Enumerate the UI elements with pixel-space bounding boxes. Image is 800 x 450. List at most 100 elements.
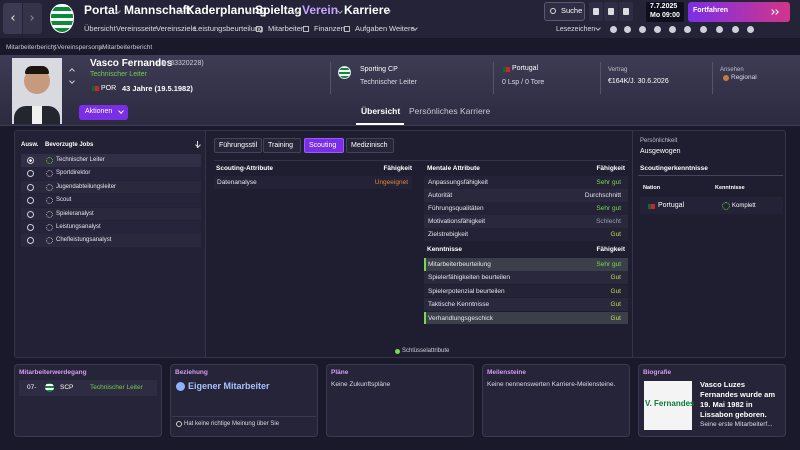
staff-name: Vasco Fernandes — [90, 58, 173, 69]
job-row[interactable] — [21, 234, 201, 247]
bio-text: Vasco Luzes Fernandes wurde am 19. Mai 1… — [700, 380, 776, 419]
attribute-row — [424, 298, 628, 311]
contract: €164K/J. 30.6.2026 — [608, 78, 669, 85]
card — [326, 364, 474, 437]
job-name[interactable]: Spieleranalyst — [56, 210, 94, 217]
subnav-item[interactable]: Leistungsbeurteilung — [194, 24, 264, 33]
job-row[interactable] — [21, 154, 201, 167]
attribute-tab[interactable] — [346, 138, 394, 153]
toolbar-icon — [608, 8, 614, 15]
profile-tab[interactable]: Karriere — [460, 106, 491, 116]
flag-icon — [92, 86, 99, 91]
attribute-rating: Sehr gut — [596, 261, 621, 268]
attribute-rating: Gut — [610, 287, 621, 295]
attribute-row — [424, 228, 628, 241]
attribute-rating: Gut — [610, 274, 621, 282]
nav-item[interactable]: Karriere — [344, 3, 391, 17]
legend-label: Schlüsselattribute — [402, 348, 450, 354]
flag-icon — [648, 204, 655, 209]
job-name[interactable]: Jugendabteilungsleiter — [56, 183, 117, 190]
card-title: Mitarbeiterwerdegang — [19, 369, 87, 376]
subnav-item[interactable]: Vereinsseite — [116, 24, 157, 33]
job-name[interactable]: Technischer Leiter — [56, 157, 105, 163]
breadcrumb-item[interactable]: Vereinspersonal — [57, 44, 104, 51]
card-title: Biografie — [643, 369, 672, 376]
card — [482, 364, 630, 437]
search-button[interactable] — [544, 2, 585, 21]
subnav-item[interactable]: Aufgaben — [355, 24, 388, 33]
reputation-icon — [723, 75, 729, 81]
attribute-tab[interactable] — [263, 138, 301, 153]
job-row[interactable] — [21, 194, 201, 207]
nav-item[interactable]: Spieltag — [255, 3, 302, 17]
profile-tab[interactable]: Übersicht — [361, 106, 401, 116]
continue-button[interactable] — [688, 2, 790, 22]
subnav-item[interactable]: Mitarbeiter — [268, 24, 304, 33]
table-header: Fähigkeit — [383, 165, 412, 172]
card-title: Meilensteine — [487, 369, 527, 376]
job-icon — [46, 157, 53, 164]
bookmarks[interactable]: Lesezeichen — [556, 26, 596, 33]
personality-label: Persönlichkeit — [640, 138, 678, 144]
subnav-item[interactable]: Weitere — [389, 24, 415, 33]
breadcrumb-item[interactable]: Mitarbeiterbericht — [6, 44, 57, 51]
reputation: Regional — [731, 74, 757, 81]
actions-label[interactable]: Aktionen — [85, 108, 113, 115]
attribute-tab-label[interactable]: Führungsstil — [219, 142, 258, 149]
separator — [330, 62, 331, 94]
subnav-item[interactable]: Übersicht — [84, 24, 116, 33]
nav-item[interactable]: Mannschaft — [124, 3, 191, 17]
job-name[interactable]: Scout — [56, 197, 72, 204]
nav-item[interactable]: Verein — [302, 3, 339, 17]
attribute-name: Taktische Kenntnisse — [428, 301, 490, 309]
profile-header — [0, 55, 800, 126]
subnav-item[interactable]: Vereinsziele — [156, 24, 197, 33]
job-name[interactable]: Sportdirektor — [56, 170, 91, 177]
attribute-tab-label[interactable]: Medizinisch — [351, 142, 388, 149]
continue-label[interactable]: Fortfahren — [693, 7, 728, 14]
job-row[interactable] — [21, 167, 201, 180]
tab-underline — [356, 123, 404, 125]
job-radio — [27, 183, 34, 191]
attribute-rating: Schlecht — [596, 218, 621, 225]
photo-shirt — [32, 106, 42, 124]
card-title: Beziehung — [175, 369, 208, 376]
job-row[interactable] — [21, 180, 201, 194]
forward-button[interactable] — [23, 3, 42, 34]
attribute-row — [424, 311, 628, 325]
job-icon — [46, 197, 53, 205]
shortcut-icon — [732, 26, 739, 33]
attribute-tab-label[interactable]: Scouting — [309, 142, 337, 149]
weekday: Mo — [650, 12, 661, 19]
job-row[interactable] — [21, 221, 201, 234]
attribute-tab-label[interactable]: Training — [268, 142, 294, 149]
info-panel — [632, 131, 785, 357]
job-name[interactable]: Leistungsanalyst — [56, 224, 101, 230]
external-link-icon — [256, 26, 262, 32]
career-row — [19, 380, 157, 396]
attribute-tab[interactable] — [214, 138, 262, 153]
job-row[interactable] — [21, 207, 201, 221]
nav-item[interactable]: Portal — [84, 3, 119, 17]
profile-tab[interactable]: Persönliches — [409, 106, 458, 116]
date-box — [646, 2, 684, 22]
job-radio — [27, 197, 34, 205]
attribute-tab[interactable] — [304, 138, 344, 153]
nav-item[interactable]: Kaderplanung — [186, 3, 267, 17]
job-name[interactable]: Chefleistungsanalyst — [56, 237, 112, 244]
knowledge-header: Kenntnisse — [715, 185, 745, 191]
attribute-row — [424, 284, 628, 298]
knowledge-row — [640, 197, 783, 214]
search-label[interactable]: Suche — [561, 6, 583, 15]
subnav-item[interactable]: Finanzen — [314, 24, 345, 33]
jobs-header: Bevorzugte Jobs — [45, 142, 94, 148]
attribute-rating: Sehr gut — [596, 205, 621, 212]
job-icon — [46, 237, 53, 245]
contract-label: Vertrag — [608, 67, 628, 73]
back-button[interactable] — [3, 3, 22, 34]
job-radio — [27, 237, 34, 245]
bio-image — [644, 381, 692, 430]
career-club: SCP — [60, 384, 74, 391]
actions-button[interactable] — [79, 105, 128, 120]
job-radio — [27, 210, 34, 218]
